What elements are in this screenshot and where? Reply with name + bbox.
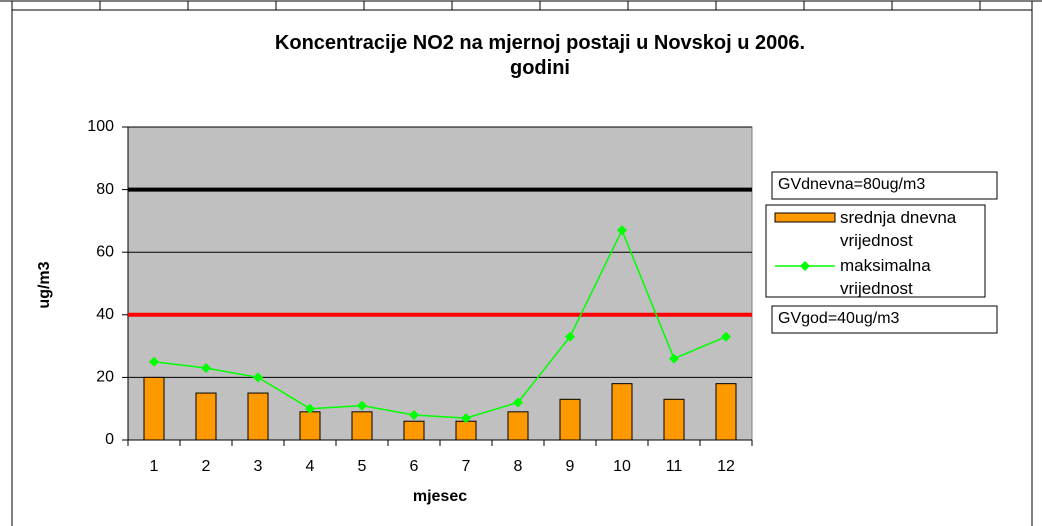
bar [611, 383, 633, 441]
marker [513, 397, 523, 408]
bar [143, 376, 165, 441]
x-tick-label: 7 [462, 458, 471, 475]
x-tick-label: 4 [306, 458, 315, 475]
marker [409, 409, 419, 420]
chart-title: Koncentracije NO2 na mjernoj postaji u N… [274, 32, 806, 54]
line [153, 228, 727, 419]
y-axis-label: ug/m3 [36, 261, 53, 308]
x-tick-label: 6 [410, 458, 419, 475]
y-tick-label: 40 [96, 306, 114, 323]
reference-label: GVdnevna=80ug/m3 [778, 176, 925, 193]
bar [507, 411, 529, 441]
bar [247, 392, 269, 441]
legend-label: srednja dnevna vrijednost [840, 208, 957, 250]
legend-swatch [774, 212, 836, 223]
reference-label-box [771, 171, 998, 200]
x-tick-label: 1 [150, 458, 159, 475]
bar [663, 398, 685, 441]
y-tick-label: 20 [96, 369, 114, 386]
reference-label: GVgod=40ug/m3 [778, 310, 900, 327]
x-tick-label: 11 [666, 458, 683, 475]
x-tick-label: 9 [566, 458, 575, 475]
bar [351, 411, 373, 441]
x-tick-label: 2 [202, 458, 211, 475]
y-tick-label: 0 [105, 431, 114, 448]
bar [455, 420, 477, 441]
y-tick-label: 60 [96, 243, 114, 260]
x-axis-label: mjesec [413, 488, 467, 505]
x-tick-label: 3 [254, 458, 263, 475]
bar [299, 411, 321, 441]
marker [357, 400, 367, 411]
bar [195, 392, 217, 441]
x-tick-label: 5 [358, 458, 367, 475]
marker [617, 225, 627, 236]
bar [559, 398, 581, 441]
bar [403, 420, 425, 441]
marker [201, 363, 211, 374]
marker [253, 372, 263, 383]
legend-label: maksimalna vrijednost [840, 256, 931, 298]
marker [149, 356, 159, 367]
x-tick-label: 12 [717, 458, 735, 475]
reference-label-box [771, 305, 998, 334]
marker [565, 331, 575, 342]
y-tick-label: 100 [87, 118, 114, 135]
marker [721, 331, 731, 342]
x-tick-label: 10 [613, 458, 631, 475]
x-tick-label: 8 [514, 458, 523, 475]
plot-area [127, 126, 753, 441]
chart-title: godini [510, 57, 570, 79]
marker [669, 353, 679, 364]
legend-swatch [800, 261, 810, 271]
bar [715, 383, 737, 441]
y-tick-label: 80 [96, 181, 114, 198]
marker [461, 413, 471, 424]
marker [305, 403, 315, 414]
